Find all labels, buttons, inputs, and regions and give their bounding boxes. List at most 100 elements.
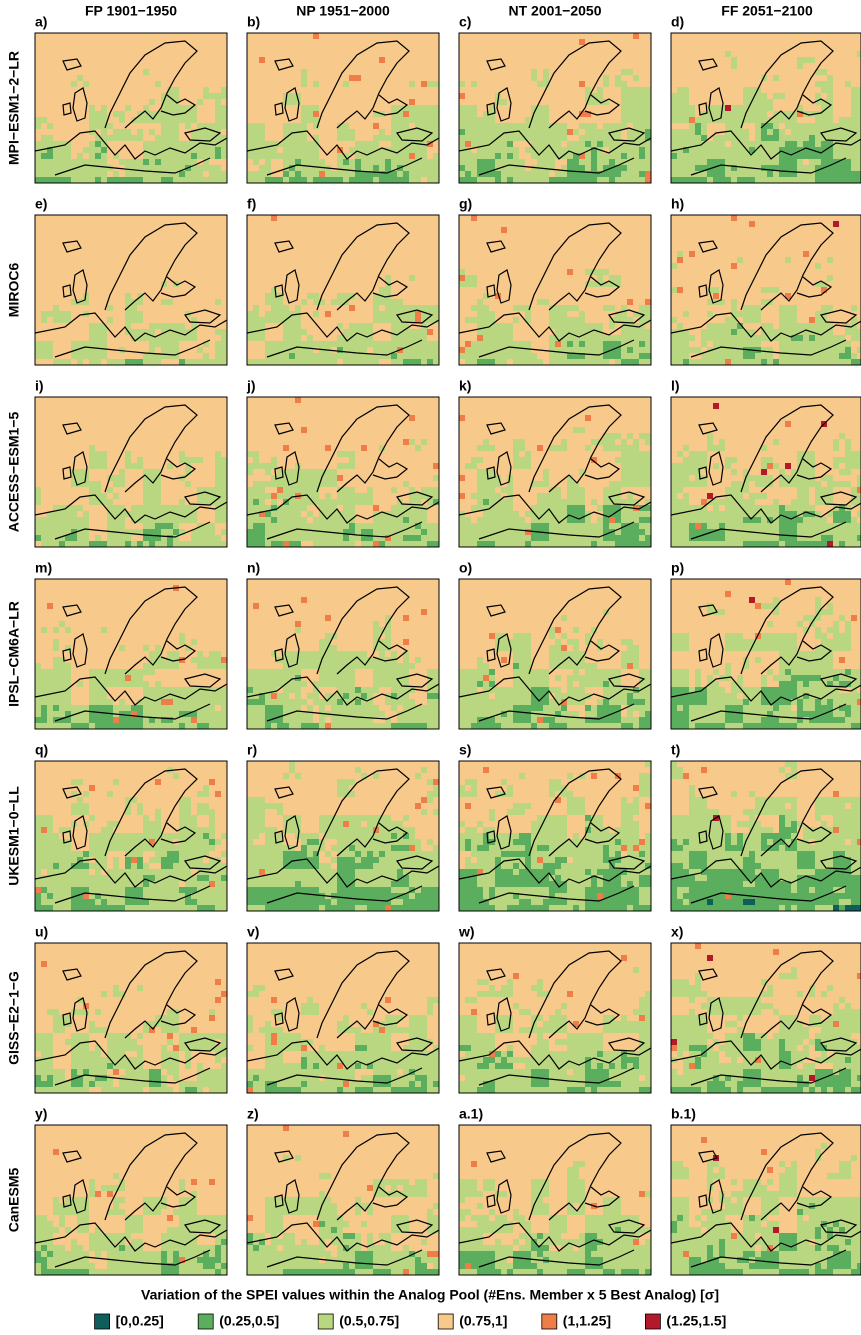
- map-cell: [119, 403, 125, 409]
- map-cell: [215, 147, 221, 153]
- map-cell: [737, 251, 743, 257]
- map-cell: [319, 335, 325, 341]
- map-cell: [421, 269, 427, 275]
- map-cell: [71, 69, 77, 75]
- map-cell: [203, 329, 209, 335]
- map-cell: [561, 87, 567, 93]
- map-cell: [259, 245, 265, 251]
- map-cell: [221, 221, 227, 227]
- map-cell: [295, 233, 301, 239]
- map-cell: [749, 57, 755, 63]
- map-cell: [725, 57, 731, 63]
- map-cell: [845, 215, 851, 221]
- map-cell: [283, 263, 289, 269]
- map-cell: [379, 75, 385, 81]
- map-cell: [203, 421, 209, 427]
- map-cell: [415, 215, 421, 221]
- map-cell: [367, 81, 373, 87]
- map-cell: [65, 451, 71, 457]
- map-cell: [591, 63, 597, 69]
- map-cell: [65, 403, 71, 409]
- map-cell: [433, 221, 439, 227]
- map-cell: [349, 51, 355, 57]
- map-cell: [325, 323, 331, 329]
- map-cell: [95, 51, 101, 57]
- map-cell: [839, 171, 845, 177]
- map-cell: [525, 269, 531, 275]
- map-cell: [627, 239, 633, 245]
- map-cell: [71, 415, 77, 421]
- map-cell: [83, 227, 89, 233]
- map-cell: [459, 239, 465, 245]
- map-cell: [731, 227, 737, 233]
- map-cell: [543, 221, 549, 227]
- map-cell: [433, 233, 439, 239]
- map-cell: [179, 123, 185, 129]
- map-cell: [307, 69, 313, 75]
- map-cell: [77, 135, 83, 141]
- map-cell: [149, 445, 155, 451]
- map-cell: [567, 105, 573, 111]
- map-cell: [41, 81, 47, 87]
- map-cell: [731, 275, 737, 281]
- map-cell: [203, 75, 209, 81]
- map-cell: [785, 245, 791, 251]
- map-cell: [167, 427, 173, 433]
- map-cell: [501, 293, 507, 299]
- map-cell: [707, 159, 713, 165]
- map-cell: [35, 311, 41, 317]
- map-cell: [737, 87, 743, 93]
- map-cell: [35, 239, 41, 245]
- map-cell: [247, 281, 253, 287]
- map-cell: [289, 69, 295, 75]
- map-cell: [71, 233, 77, 239]
- map-cell: [427, 293, 433, 299]
- map-cell: [519, 233, 525, 239]
- map-cell: [549, 93, 555, 99]
- map-cell: [525, 69, 531, 75]
- map-cell: [483, 233, 489, 239]
- map-cell: [471, 257, 477, 263]
- map-cell: [161, 251, 167, 257]
- map-cell: [325, 311, 331, 317]
- map-cell: [367, 129, 373, 135]
- map-cell: [573, 275, 579, 281]
- map-cell: [113, 269, 119, 275]
- map-cell: [125, 499, 131, 505]
- map-cell: [719, 57, 725, 63]
- map-cell: [615, 215, 621, 221]
- map-cell: [373, 227, 379, 233]
- map-cell: [161, 81, 167, 87]
- map-cell: [519, 51, 525, 57]
- map-cell: [161, 63, 167, 69]
- map-cell: [41, 469, 47, 475]
- map-cell: [221, 75, 227, 81]
- map-cell: [671, 323, 677, 329]
- map-cell: [543, 63, 549, 69]
- map-cell: [689, 281, 695, 287]
- map-cell: [427, 147, 433, 153]
- map-cell: [83, 317, 89, 323]
- map-cell: [525, 45, 531, 51]
- map-cell: [265, 221, 271, 227]
- map-cell: [209, 481, 215, 487]
- map-cell: [131, 51, 137, 57]
- map-cell: [615, 93, 621, 99]
- map-cell: [209, 451, 215, 457]
- map-cell: [89, 397, 95, 403]
- map-cell: [597, 81, 603, 87]
- map-cell: [409, 269, 415, 275]
- map-cell: [773, 305, 779, 311]
- map-cell: [313, 263, 319, 269]
- map-cell: [59, 341, 65, 347]
- map-cell: [755, 51, 761, 57]
- map-cell: [725, 105, 731, 111]
- map-cell: [209, 87, 215, 93]
- map-cell: [319, 75, 325, 81]
- map-cell: [391, 45, 397, 51]
- map-cell: [707, 171, 713, 177]
- map-cell: [779, 227, 785, 233]
- map-cell: [197, 227, 203, 233]
- map-cell: [247, 159, 253, 165]
- map-cell: [349, 123, 355, 129]
